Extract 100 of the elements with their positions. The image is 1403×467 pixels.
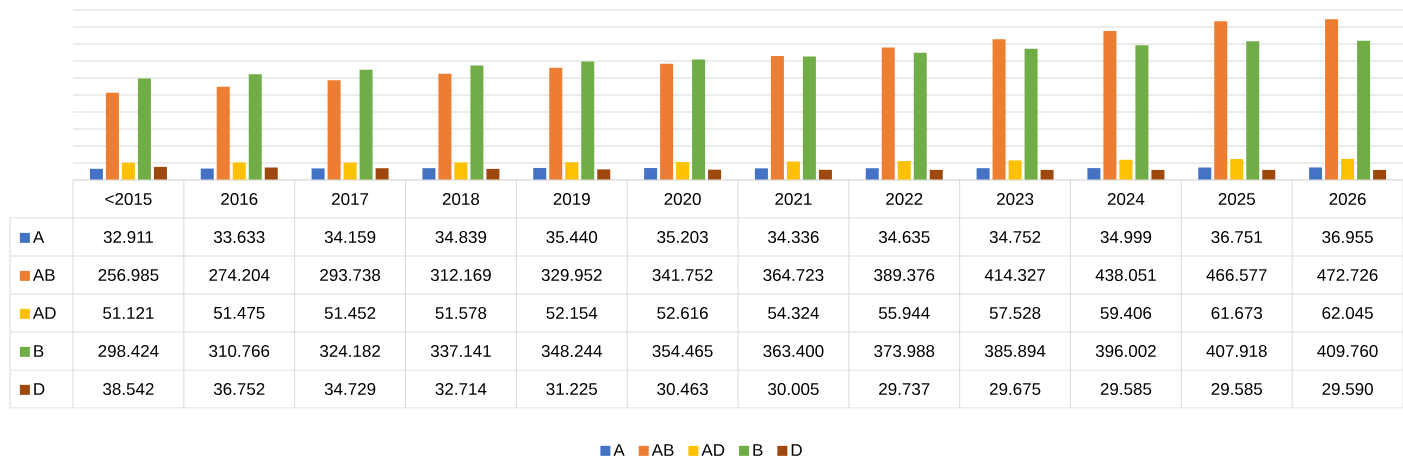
data-label: 348.244: [541, 344, 602, 358]
text: B: [753, 444, 763, 456]
bar: [1103, 31, 1117, 181]
data-label: 407.918: [1206, 344, 1267, 358]
data-label: 59.406: [1100, 306, 1152, 320]
bar: [1230, 159, 1244, 181]
x-tick-label: 2026: [1329, 192, 1366, 206]
data-label: 373.988: [874, 344, 935, 358]
data-label: 396.002: [1095, 344, 1156, 358]
bar: [881, 47, 895, 181]
data-label: 409.760: [1317, 344, 1378, 358]
legend-label: B: [34, 345, 44, 357]
data-label: 52.616: [657, 306, 708, 320]
bar: [1341, 158, 1355, 181]
legend-label: AB: [32, 269, 55, 281]
data-label: 29.585: [1100, 382, 1152, 396]
bar: [1087, 168, 1101, 181]
data-label: 34.635: [878, 230, 930, 244]
x-tick-label: <2015: [105, 192, 152, 206]
data-label: 61.673: [1211, 306, 1262, 320]
bar: [992, 39, 1006, 181]
data-label: 51.475: [213, 307, 265, 319]
bar: [470, 65, 484, 181]
data-label: 34.999: [1100, 230, 1152, 244]
data-label: 32.714: [435, 382, 487, 396]
bar: [897, 160, 911, 181]
data-label: 34.336: [768, 230, 819, 244]
bar: [660, 63, 674, 181]
x-tick-label: 2017: [332, 192, 369, 206]
bar: [375, 168, 389, 181]
bar: [1119, 159, 1133, 181]
data-label: 341.752: [652, 268, 713, 282]
data-label: 312.169: [430, 268, 491, 282]
bar: [802, 56, 816, 181]
bar: [454, 162, 468, 181]
x-tick-label: 2020: [664, 192, 701, 206]
x-tick-label: 2018: [442, 192, 480, 206]
bar: [549, 67, 563, 181]
data-label: 329.952: [541, 268, 602, 282]
bar: [1309, 167, 1323, 181]
bar: [976, 168, 990, 181]
data-label: 256.985: [98, 268, 159, 282]
text: AD: [701, 444, 725, 456]
bar: [676, 162, 690, 181]
bar: [865, 168, 879, 181]
data-label: 34.729: [324, 382, 376, 396]
legend-label: AD: [32, 307, 56, 319]
bar: [343, 162, 357, 181]
data-label: 38.542: [103, 382, 154, 396]
bar: [121, 162, 135, 181]
data-label: 34.159: [324, 230, 376, 244]
bar: [1246, 41, 1260, 181]
bar: [692, 59, 706, 181]
text: D: [791, 444, 802, 456]
data-label: 324.182: [320, 344, 380, 358]
data-label: 389.376: [874, 268, 935, 282]
bar: [248, 74, 262, 181]
bar: [1325, 19, 1339, 181]
x-tick-label: 2024: [1107, 192, 1145, 206]
data-label: 34.839: [435, 230, 487, 244]
data-label: 34.752: [989, 230, 1041, 244]
data-label: 29.675: [989, 382, 1041, 396]
data-label: 30.463: [657, 382, 708, 396]
data-label: 31.225: [546, 382, 598, 396]
data-label: 30.005: [768, 382, 819, 396]
data-label: 51.452: [324, 306, 376, 320]
bar: [581, 61, 595, 181]
bar: [786, 161, 800, 181]
data-label: 32.911: [103, 230, 153, 244]
bar: [359, 69, 373, 181]
data-label: 354.465: [652, 344, 713, 358]
bar: [913, 52, 927, 181]
data-label: 29.590: [1322, 382, 1373, 396]
data-label: 36.955: [1322, 230, 1373, 244]
bar: [770, 56, 784, 181]
data-label: 51.121: [103, 306, 154, 320]
bar: [232, 162, 246, 181]
data-label: 274.204: [209, 268, 270, 282]
bar: [1135, 45, 1149, 181]
data-label: 293.738: [320, 268, 381, 282]
bar: [1008, 160, 1022, 181]
data-label: 54.324: [768, 306, 819, 320]
data-label: 36.751: [1211, 230, 1262, 244]
bar: [137, 78, 151, 181]
data-label: 385.894: [985, 344, 1046, 358]
data-label: 310.766: [209, 344, 270, 358]
data-label: 438.051: [1095, 268, 1156, 282]
x-tick-label: 2021: [775, 192, 812, 206]
legend-label: A: [32, 231, 45, 243]
x-tick-label: 2022: [886, 192, 923, 206]
data-label: 52.154: [546, 306, 598, 320]
bar: [565, 162, 579, 181]
data-label: 62.045: [1322, 306, 1373, 320]
bar: [597, 169, 611, 181]
data-label: 55.944: [878, 306, 930, 320]
data-label: 363.400: [763, 344, 824, 358]
x-tick-label: 2016: [221, 192, 258, 206]
bar: [153, 166, 167, 181]
bar: [1024, 48, 1038, 181]
text: AB: [651, 444, 674, 456]
